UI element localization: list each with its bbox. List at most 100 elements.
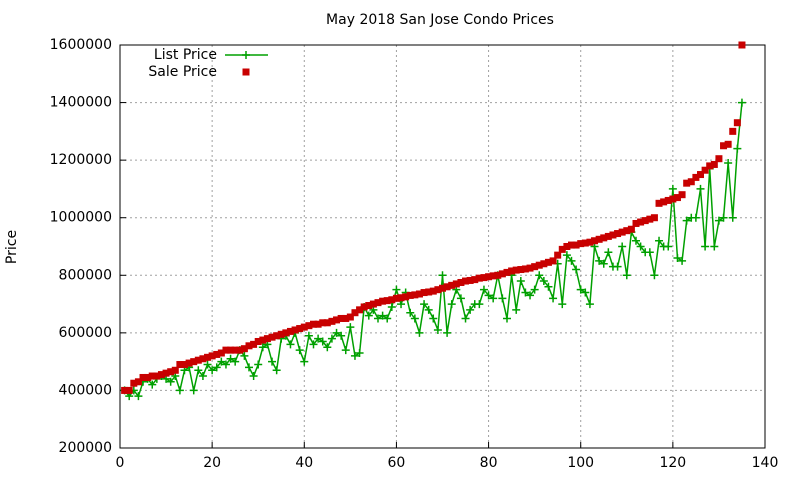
sale-price-point <box>342 314 350 322</box>
list-price-point <box>599 259 608 268</box>
list-price-point <box>733 144 742 153</box>
sale-price-point <box>268 333 276 341</box>
list-price-point <box>397 300 406 309</box>
list-price-point <box>443 328 452 337</box>
list-price-point <box>585 300 594 309</box>
sale-price-point <box>508 267 516 275</box>
sale-price-point <box>144 373 152 381</box>
list-price-point <box>526 291 535 300</box>
sale-price-point <box>512 266 520 274</box>
sale-price-point <box>434 286 442 294</box>
list-price-point <box>682 216 691 225</box>
list-price-point <box>355 349 364 358</box>
sale-price-point <box>591 237 599 245</box>
list-price-point <box>175 386 184 395</box>
list-price-point <box>737 98 746 107</box>
list-price-point <box>378 311 387 320</box>
list-price-point <box>456 294 465 303</box>
legend-marker <box>242 68 250 76</box>
x-tick-label: 0 <box>116 455 125 471</box>
list-price-point <box>134 392 143 401</box>
list-price-point <box>272 366 281 375</box>
list-price-point <box>572 265 581 274</box>
sale-price-point <box>319 319 327 327</box>
list-price-point <box>535 271 544 280</box>
list-price-point <box>415 328 424 337</box>
list-price-point <box>346 323 355 332</box>
x-tick-label: 60 <box>388 455 406 471</box>
sale-price-point <box>217 349 225 357</box>
sale-price-point <box>134 378 142 386</box>
y-tick-label: 1200000 <box>50 152 112 168</box>
list-price-point <box>632 236 640 245</box>
list-price-point <box>300 357 309 366</box>
sale-price-point <box>236 346 244 354</box>
x-tick-label: 40 <box>295 455 313 471</box>
list-price-point <box>604 248 613 257</box>
list-price-point <box>461 314 470 323</box>
list-price-point <box>512 305 521 314</box>
sale-price-point <box>664 196 672 204</box>
list-price-point <box>503 314 511 323</box>
sale-price-point <box>715 155 723 163</box>
list-price-point <box>212 363 221 372</box>
sale-price-point <box>641 217 649 225</box>
sale-price-point <box>231 346 239 354</box>
sale-price-point <box>554 251 562 259</box>
sale-price-point <box>346 313 354 321</box>
list-price-point <box>479 285 488 294</box>
list-price-point <box>203 360 212 369</box>
sale-price-point <box>650 214 658 222</box>
sale-price-point <box>687 178 695 186</box>
list-price-point <box>314 334 323 343</box>
x-tick-label: 80 <box>480 455 498 471</box>
sale-price-point <box>452 280 460 288</box>
list-price-point <box>558 300 567 309</box>
list-price-point <box>475 300 484 309</box>
sale-price-point <box>609 231 617 239</box>
sale-price-point <box>503 268 511 276</box>
sale-price-point <box>489 272 497 280</box>
sale-price-point <box>333 316 341 324</box>
list-price-point <box>221 360 230 369</box>
sale-price-point <box>697 171 704 179</box>
list-price-point <box>581 288 590 297</box>
sale-price-point <box>167 368 175 376</box>
sale-price-point <box>388 296 396 304</box>
sale-price-point <box>720 142 728 150</box>
sale-price-point <box>517 266 525 274</box>
sale-price-point <box>466 276 474 284</box>
list-price-point <box>341 346 350 355</box>
y-tick-label: 200000 <box>59 440 112 456</box>
sale-price-point <box>563 243 571 250</box>
sale-price-point <box>337 314 345 322</box>
legend-label: Sale Price <box>148 64 217 80</box>
sale-price-point <box>148 372 156 380</box>
list-price-point <box>318 337 327 346</box>
plot-border <box>119 44 766 449</box>
sale-price-point <box>462 277 470 285</box>
y-tick-label: 400000 <box>59 382 112 398</box>
y-tick-label: 600000 <box>59 325 112 341</box>
list-price-point <box>410 314 419 323</box>
list-price-point <box>696 184 705 193</box>
list-price-point <box>258 343 267 352</box>
list-price-point <box>622 271 631 280</box>
list-price-point <box>387 302 396 311</box>
list-price-point <box>645 248 654 257</box>
sale-price-point <box>604 232 612 240</box>
sale-price-point <box>360 303 368 311</box>
sale-price-point <box>498 270 506 278</box>
list-price-point <box>521 288 530 297</box>
sale-price-point <box>655 199 663 207</box>
list-price-point <box>323 343 332 352</box>
sale-price-point <box>568 241 575 249</box>
sale-price-point <box>323 319 331 327</box>
sale-price-point <box>623 227 631 235</box>
sale-price-point <box>314 320 322 328</box>
sale-price-point <box>738 41 746 49</box>
sale-price-point <box>669 195 677 203</box>
sale-price-point <box>305 322 313 330</box>
list-price-point <box>618 242 627 251</box>
